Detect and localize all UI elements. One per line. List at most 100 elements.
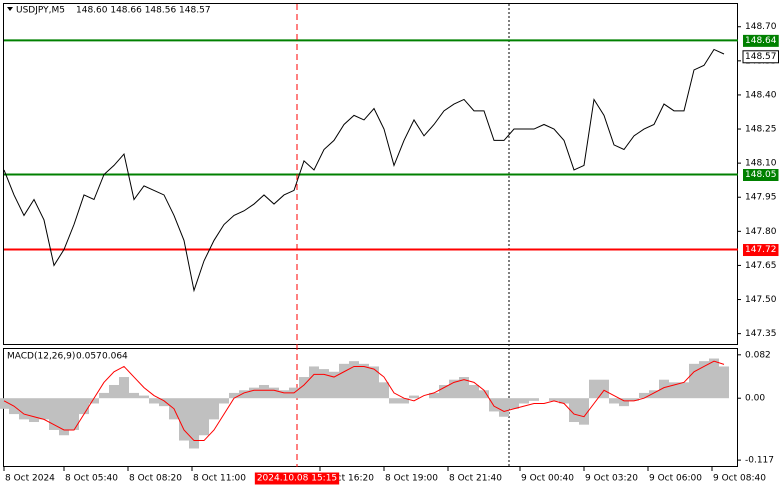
histogram-bar	[579, 398, 589, 425]
y-tick-label: 148.70	[745, 22, 777, 32]
histogram-bar	[199, 398, 209, 436]
histogram-bar	[719, 366, 729, 399]
histogram-bar	[309, 366, 319, 399]
histogram-bar	[339, 363, 349, 399]
histogram-bar	[119, 377, 129, 399]
histogram-bar	[409, 395, 419, 399]
histogram-bar	[19, 398, 29, 420]
histogram-bar	[159, 398, 169, 407]
histogram-bar	[319, 369, 329, 399]
cursor-label: 2024.10.08 15:15	[257, 474, 337, 484]
x-tick-label: 8 Oct 19:00	[385, 474, 438, 484]
histogram-bar	[459, 377, 469, 399]
menu-icon[interactable]	[7, 7, 13, 11]
x-tick-label: 8 Oct 2024	[5, 474, 55, 484]
price-line	[3, 48, 725, 293]
y-tick-label: 147.50	[745, 295, 777, 305]
symbol: USDJPY,M5	[16, 6, 65, 16]
histogram-bar	[359, 363, 369, 399]
histogram-bar	[559, 398, 569, 404]
y-tick-label: -0.117	[745, 456, 774, 466]
histogram-bar	[229, 392, 239, 399]
histogram-bar	[469, 384, 479, 399]
histogram-bar	[129, 392, 139, 399]
y-tick-label: 0.082	[745, 350, 771, 360]
level-label: 148.05	[745, 170, 777, 180]
histogram-bar	[219, 398, 229, 404]
histogram-bar	[349, 361, 359, 399]
label-box	[743, 34, 779, 47]
histogram-bar	[239, 390, 249, 399]
x-tick-label: 9 Oct 00:40	[521, 474, 574, 484]
histogram-bar	[79, 398, 89, 415]
histogram-bar	[329, 371, 339, 399]
histogram-bar	[489, 398, 499, 412]
level-label: 147.72	[745, 245, 777, 255]
x-tick-label: 8 Oct 08:20	[129, 474, 182, 484]
macd-title: MACD(12,26,9)	[7, 352, 75, 362]
histogram-bar	[449, 379, 459, 399]
histogram-bar	[279, 390, 289, 399]
histogram-bar	[189, 398, 199, 449]
histogram-bar	[509, 398, 519, 409]
histogram-bar	[259, 384, 269, 399]
histogram-bar	[609, 398, 619, 404]
histogram-bar	[369, 366, 379, 399]
histogram-bar	[529, 398, 539, 401]
histogram-bar	[39, 398, 49, 420]
histogram-bar	[49, 398, 59, 430]
histogram-bar	[619, 398, 629, 407]
histogram-bar	[519, 398, 529, 404]
macd-panel	[3, 348, 738, 467]
histogram-bar	[379, 382, 389, 399]
level-label: 148.64	[745, 36, 777, 46]
histogram-bar	[99, 392, 109, 399]
histogram-bar	[389, 398, 399, 404]
histogram-bar	[439, 384, 449, 399]
histogram-bar	[659, 379, 669, 399]
histogram-bar	[299, 377, 309, 399]
histogram-bar	[569, 398, 579, 423]
histogram-bar	[249, 387, 259, 399]
histogram-bar	[689, 363, 699, 399]
histogram-bar	[429, 392, 439, 399]
histogram-bar	[269, 387, 279, 399]
label-box	[743, 244, 779, 257]
x-tick-label: 8 Oct 21:40	[449, 474, 502, 484]
histogram-bar	[479, 390, 489, 399]
x-tick-label: 8 Oct 11:00	[193, 474, 246, 484]
histogram-bar	[629, 398, 639, 401]
histogram-bar	[149, 398, 159, 404]
histogram-bar	[399, 398, 409, 404]
histogram-bar	[499, 398, 509, 417]
histogram-bar	[649, 390, 659, 399]
label-box	[254, 472, 340, 485]
signal-line	[3, 360, 725, 442]
y-tick-label: 0.00	[745, 394, 765, 404]
x-tick-label: 9 Oct 06:00	[649, 474, 702, 484]
histogram-bar	[59, 398, 69, 436]
last-price-label: 148.57	[745, 52, 777, 62]
histogram-bar	[69, 398, 79, 430]
macd-main: 0.057	[76, 352, 102, 362]
histogram-bar	[549, 398, 559, 401]
y-tick-label: 148.10	[745, 159, 777, 169]
y-tick-label: 147.65	[745, 261, 777, 271]
histogram-bar	[679, 382, 689, 399]
histogram-bar	[139, 395, 149, 399]
histogram-bar	[699, 361, 709, 399]
histogram-bar	[89, 398, 99, 404]
histogram-bar	[599, 379, 609, 399]
quote: 148.60 148.66 148.56 148.57	[76, 6, 211, 16]
histogram-bar	[209, 398, 219, 420]
x-tick-label: 8 Oct 16:20	[321, 474, 374, 484]
y-tick-label: 148.40	[745, 90, 777, 100]
histogram-bar	[0, 398, 9, 409]
x-tick-label: 8 Oct 05:40	[65, 474, 118, 484]
x-tick-label: 9 Oct 08:40	[713, 474, 766, 484]
label-box	[742, 50, 779, 64]
histogram-bar	[639, 392, 649, 399]
y-tick-label: 147.35	[745, 329, 777, 339]
histogram-bar	[179, 398, 189, 441]
